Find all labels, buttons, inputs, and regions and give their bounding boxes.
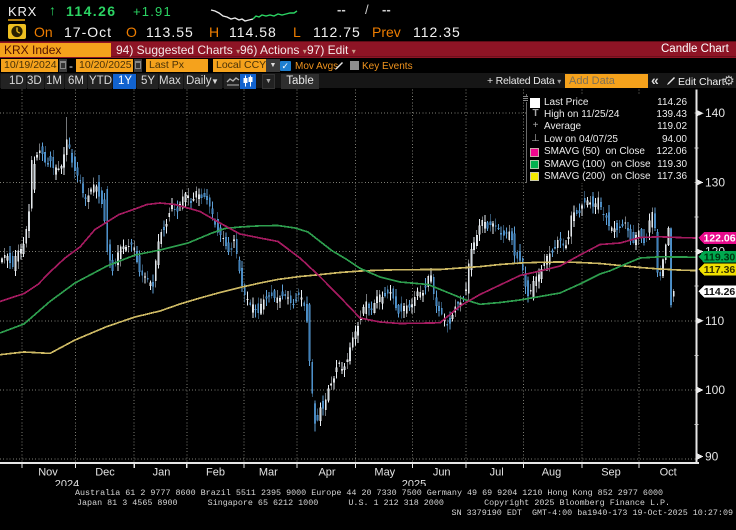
svg-text:Sep: Sep (601, 467, 621, 479)
svg-text:90: 90 (705, 450, 719, 464)
svg-text:Apr: Apr (318, 467, 335, 479)
svg-text:114.26: 114.26 (704, 286, 736, 298)
svg-text:Jan: Jan (153, 467, 171, 479)
svg-text:110: 110 (705, 314, 724, 328)
svg-text:Mar: Mar (259, 467, 278, 479)
svg-text:Jun: Jun (433, 467, 451, 479)
svg-text:Jul: Jul (490, 467, 504, 479)
svg-text:130: 130 (705, 175, 725, 189)
svg-text:Feb: Feb (206, 467, 225, 479)
svg-text:Dec: Dec (95, 467, 115, 479)
svg-text:119.30: 119.30 (704, 252, 736, 264)
svg-text:122.06: 122.06 (703, 233, 735, 245)
svg-text:100: 100 (705, 383, 725, 397)
svg-text:Aug: Aug (542, 467, 562, 479)
svg-text:May: May (374, 467, 395, 479)
svg-text:117.36: 117.36 (704, 264, 736, 276)
svg-text:Nov: Nov (38, 467, 58, 479)
svg-text:2024: 2024 (55, 478, 79, 486)
svg-text:140: 140 (705, 106, 725, 120)
svg-text:Oct: Oct (660, 467, 677, 479)
svg-text:2025: 2025 (402, 478, 426, 486)
